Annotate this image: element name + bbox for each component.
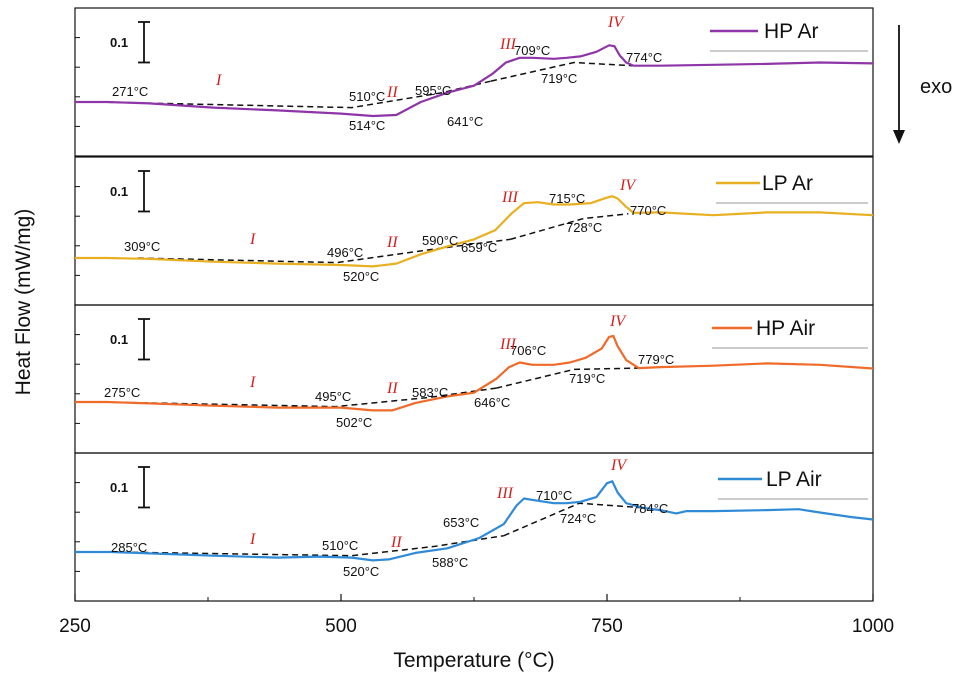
- temperature-label: 641°C: [447, 114, 483, 129]
- legend-label: HP Air: [756, 317, 815, 340]
- region-label: IV: [610, 457, 628, 474]
- temperature-label: 774°C: [626, 50, 662, 65]
- region-label: II: [386, 234, 398, 251]
- temperature-label: 588°C: [432, 555, 468, 570]
- region-label: IV: [619, 177, 637, 194]
- region-label: IV: [609, 313, 627, 330]
- baseline-dashed: [503, 502, 644, 537]
- panel-hp-ar: 0.1 HP Ar 271°C 510°C 514°C 595°C 641°C 709°C 71…: [74, 7, 874, 157]
- series-line: [75, 44, 874, 118]
- legend-label: LP Ar: [762, 172, 813, 195]
- temperature-label: 709°C: [514, 43, 550, 58]
- region-label: III: [501, 189, 519, 206]
- temperature-label: 784°C: [632, 501, 668, 516]
- region-label: I: [249, 531, 256, 548]
- temperature-label: 510°C: [349, 89, 385, 104]
- series-line: [75, 480, 874, 562]
- legend-label: LP Air: [766, 468, 822, 491]
- x-tick-label: 500: [325, 616, 357, 637]
- temperature-label: 770°C: [630, 203, 666, 218]
- region-label: IV: [607, 14, 625, 31]
- temperature-label: 285°C: [111, 540, 147, 555]
- temperature-label: 659°C: [461, 240, 497, 255]
- temperature-label: 275°C: [104, 385, 140, 400]
- scale-bar-label: 0.1: [110, 332, 128, 347]
- temperature-label: 502°C: [336, 415, 372, 430]
- exo-arrowhead-icon: [893, 130, 905, 144]
- y-axis-title: Heat Flow (mW/mg): [12, 209, 35, 396]
- panel-hp-air: 0.1 HP Air 275°C 495°C 502°C 583°C 646°C 706°C 7…: [74, 304, 874, 454]
- panel-lp-air: 0.1 LP Air 285°C 510°C 520°C 588°C 653°C 710°C 7…: [74, 452, 874, 602]
- temperature-label: 724°C: [560, 511, 596, 526]
- temperature-label: 495°C: [315, 389, 351, 404]
- temperature-label: 715°C: [549, 191, 585, 206]
- panel-frame: [74, 304, 874, 454]
- baseline-dashed: [112, 534, 504, 557]
- baseline-dashed: [509, 213, 629, 241]
- series-line: [75, 195, 874, 268]
- scale-bar-label: 0.1: [110, 184, 128, 199]
- exo-label: exo: [920, 76, 952, 98]
- temperature-label: 706°C: [510, 343, 546, 358]
- region-label: III: [499, 336, 517, 353]
- temperature-label: 646°C: [474, 395, 510, 410]
- temperature-label: 719°C: [541, 71, 577, 86]
- chart-panels: 0.1 HP Ar 271°C 510°C 514°C 595°C 641°C 709°C 71…: [74, 7, 874, 602]
- x-tick-label: 250: [59, 616, 91, 637]
- temperature-label: 309°C: [124, 239, 160, 254]
- temperature-label: 728°C: [566, 220, 602, 235]
- temperature-label: 779°C: [638, 352, 674, 367]
- region-label: I: [249, 231, 256, 248]
- region-label: III: [496, 485, 514, 502]
- region-label: II: [390, 534, 402, 551]
- legend-label: HP Ar: [764, 20, 818, 43]
- region-label: I: [215, 72, 222, 89]
- temperature-label: 520°C: [343, 564, 379, 579]
- scale-bar-label: 0.1: [110, 35, 128, 50]
- baseline-dashed: [490, 61, 633, 82]
- region-label: III: [499, 36, 517, 53]
- temperature-label: 719°C: [569, 371, 605, 386]
- exo-indicator: exo: [893, 25, 952, 144]
- temperature-label: 710°C: [536, 488, 572, 503]
- series-line: [75, 334, 874, 412]
- x-tick-label: 1000: [852, 616, 894, 637]
- x-axis-title: Temperature (°C): [393, 649, 554, 672]
- panel-lp-ar: 0.1 LP Ar 309°C 496°C 520°C 590°C 659°C 715°C 72…: [74, 156, 874, 306]
- region-label: II: [386, 380, 398, 397]
- temperature-label: 271°C: [112, 84, 148, 99]
- panel-frame: [74, 7, 874, 157]
- region-label: II: [386, 84, 398, 101]
- x-axis: 250 500 750 1000 Temperature (°C): [59, 616, 894, 672]
- temperature-label: 590°C: [422, 233, 458, 248]
- region-label: I: [249, 374, 256, 391]
- baseline-dashed: [496, 367, 638, 389]
- temperature-label: 653°C: [443, 515, 479, 530]
- baseline-dashed: [101, 387, 497, 408]
- panel-frame: [74, 156, 874, 306]
- temperature-label: 514°C: [349, 118, 385, 133]
- temperature-label: 496°C: [327, 245, 363, 260]
- temperature-label: 595°C: [415, 83, 451, 98]
- temperature-label: 510°C: [322, 538, 358, 553]
- x-tick-label: 750: [591, 616, 623, 637]
- scale-bar-label: 0.1: [110, 480, 128, 495]
- temperature-label: 583°C: [412, 385, 448, 400]
- temperature-label: 520°C: [343, 269, 379, 284]
